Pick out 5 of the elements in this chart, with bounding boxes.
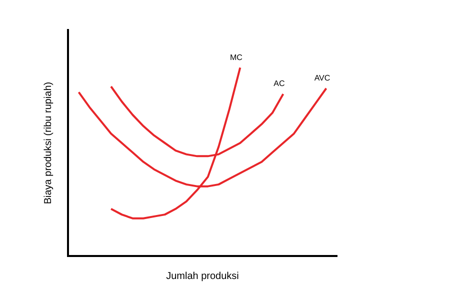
series-label: AVC — [314, 74, 330, 83]
series-label: AC — [274, 79, 285, 88]
series-label: MC — [230, 52, 243, 62]
x-axis-title: Jumlah produksi — [166, 270, 239, 282]
y-axis-title: Biaya produksi (ribu rupiah) — [42, 82, 54, 204]
